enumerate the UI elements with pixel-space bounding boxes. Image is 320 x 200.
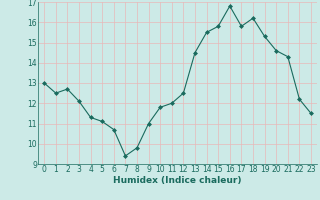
X-axis label: Humidex (Indice chaleur): Humidex (Indice chaleur) — [113, 176, 242, 185]
